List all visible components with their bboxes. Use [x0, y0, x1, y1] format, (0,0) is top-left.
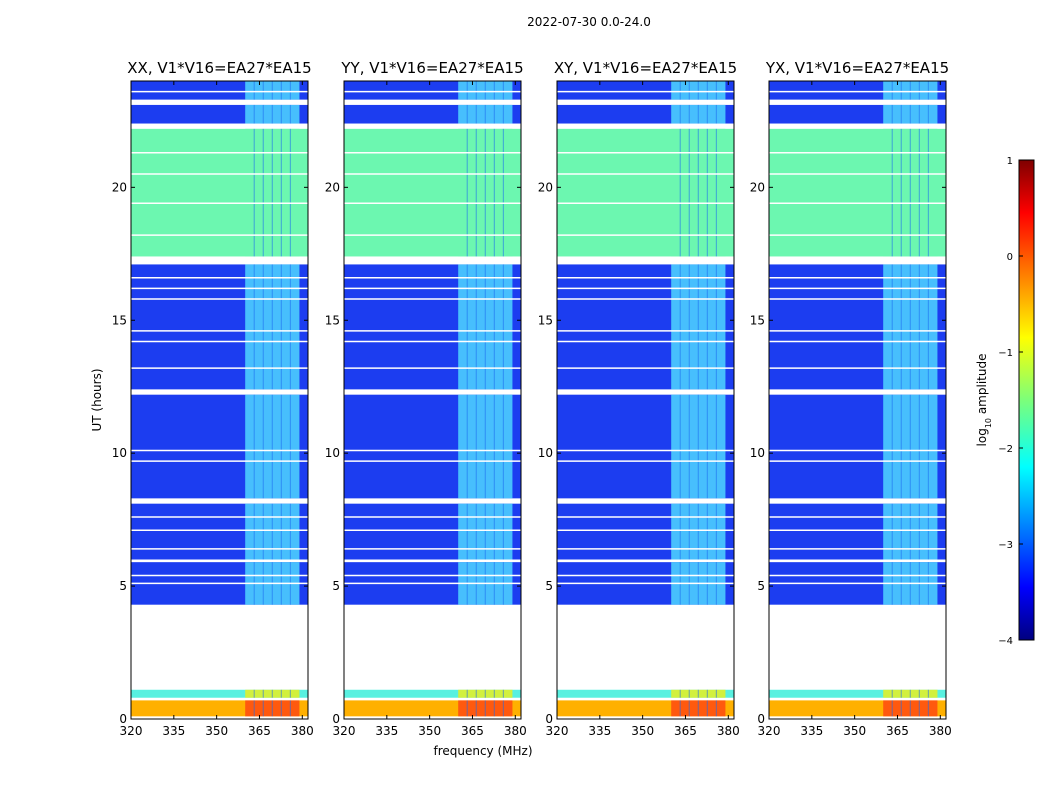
y-tick-label: 15 [112, 313, 127, 327]
y-tick-label: 0 [545, 712, 553, 726]
x-tick-label: 320 [120, 724, 143, 738]
x-tick-label: 320 [333, 724, 356, 738]
x-tick-label: 320 [758, 724, 781, 738]
y-tick-label: 20 [538, 180, 553, 194]
panel-frame [556, 80, 735, 720]
x-tick-label: 380 [504, 724, 527, 738]
y-tick-label: 5 [332, 579, 340, 593]
x-tick-label: 350 [418, 724, 441, 738]
y-tick-label: 20 [112, 180, 127, 194]
y-axis-label: UT (hours) [90, 368, 104, 431]
heatmap-block [557, 689, 734, 698]
x-tick-label: 335 [162, 724, 185, 738]
panel-title: YX, V1*V16=EA27*EA15 [765, 59, 949, 77]
y-tick-label: 15 [750, 313, 765, 327]
x-axis-label: frequency (MHz) [433, 744, 532, 758]
x-tick-label: 380 [717, 724, 740, 738]
y-tick-label: 0 [332, 712, 340, 726]
panels-group: XX, V1*V16=EA27*EA15 320 335 350 365 380 0 5 10 1… [112, 59, 952, 738]
y-tick-label: 0 [757, 712, 765, 726]
y-tick-label: 10 [538, 446, 553, 460]
x-tick-label: 365 [674, 724, 697, 738]
x-tick-label: 350 [631, 724, 654, 738]
colorbar-gradient [1018, 159, 1035, 641]
figure-suptitle: 2022-07-30 0.0-24.0 [527, 15, 651, 29]
heatmap-block [344, 689, 521, 698]
colorbar-tick-label: −2 [998, 444, 1013, 455]
panel-1: XX, V1*V16=EA27*EA15 320 335 350 365 380 0 5 10 1… [112, 59, 314, 738]
y-tick-label: 10 [112, 446, 127, 460]
y-tick-label: 10 [750, 446, 765, 460]
x-tick-label: 380 [929, 724, 952, 738]
x-tick-label: 365 [248, 724, 271, 738]
y-tick-label: 5 [545, 579, 553, 593]
panel-title: XX, V1*V16=EA27*EA15 [127, 59, 311, 77]
y-tick-label: 15 [325, 313, 340, 327]
panel-frame [343, 80, 522, 720]
colorbar: −4 −3 −2 −1 0 1 log10 amplitude [975, 156, 1035, 647]
colorbar-tick-label: −4 [998, 636, 1013, 647]
y-tick-label: 0 [119, 712, 127, 726]
x-tick-label: 350 [205, 724, 228, 738]
panel-title: XY, V1*V16=EA27*EA15 [554, 59, 737, 77]
panel-frame [768, 80, 947, 720]
y-tick-label: 5 [757, 579, 765, 593]
x-tick-label: 365 [461, 724, 484, 738]
y-tick-label: 5 [119, 579, 127, 593]
heatmap-block [131, 689, 308, 698]
x-tick-label: 335 [800, 724, 823, 738]
y-tick-label: 20 [325, 180, 340, 194]
panel-3: XY, V1*V16=EA27*EA15 320 335 350 365 380 0 5 10 1… [538, 59, 740, 738]
panel-4: YX, V1*V16=EA27*EA15 320 335 350 365 380 0 5 10 1… [750, 59, 952, 738]
colorbar-label: log10 amplitude [975, 354, 993, 447]
colorbar-tick-label: 1 [1007, 156, 1013, 167]
panel-frame [130, 80, 309, 720]
x-tick-label: 335 [588, 724, 611, 738]
x-tick-label: 320 [546, 724, 569, 738]
panel-2: YY, V1*V16=EA27*EA15 320 335 350 365 380 0 5 10 1… [325, 59, 527, 738]
y-tick-label: 10 [325, 446, 340, 460]
x-tick-label: 350 [843, 724, 866, 738]
x-tick-label: 380 [291, 724, 314, 738]
y-tick-label: 15 [538, 313, 553, 327]
x-tick-label: 365 [886, 724, 909, 738]
colorbar-tick-label: 0 [1007, 252, 1013, 263]
colorbar-tick-label: −3 [998, 540, 1013, 551]
y-tick-label: 20 [750, 180, 765, 194]
panel-title: YY, V1*V16=EA27*EA15 [340, 59, 523, 77]
colorbar-tick-label: −1 [998, 348, 1013, 359]
x-tick-label: 335 [375, 724, 398, 738]
heatmap-block [769, 689, 946, 698]
